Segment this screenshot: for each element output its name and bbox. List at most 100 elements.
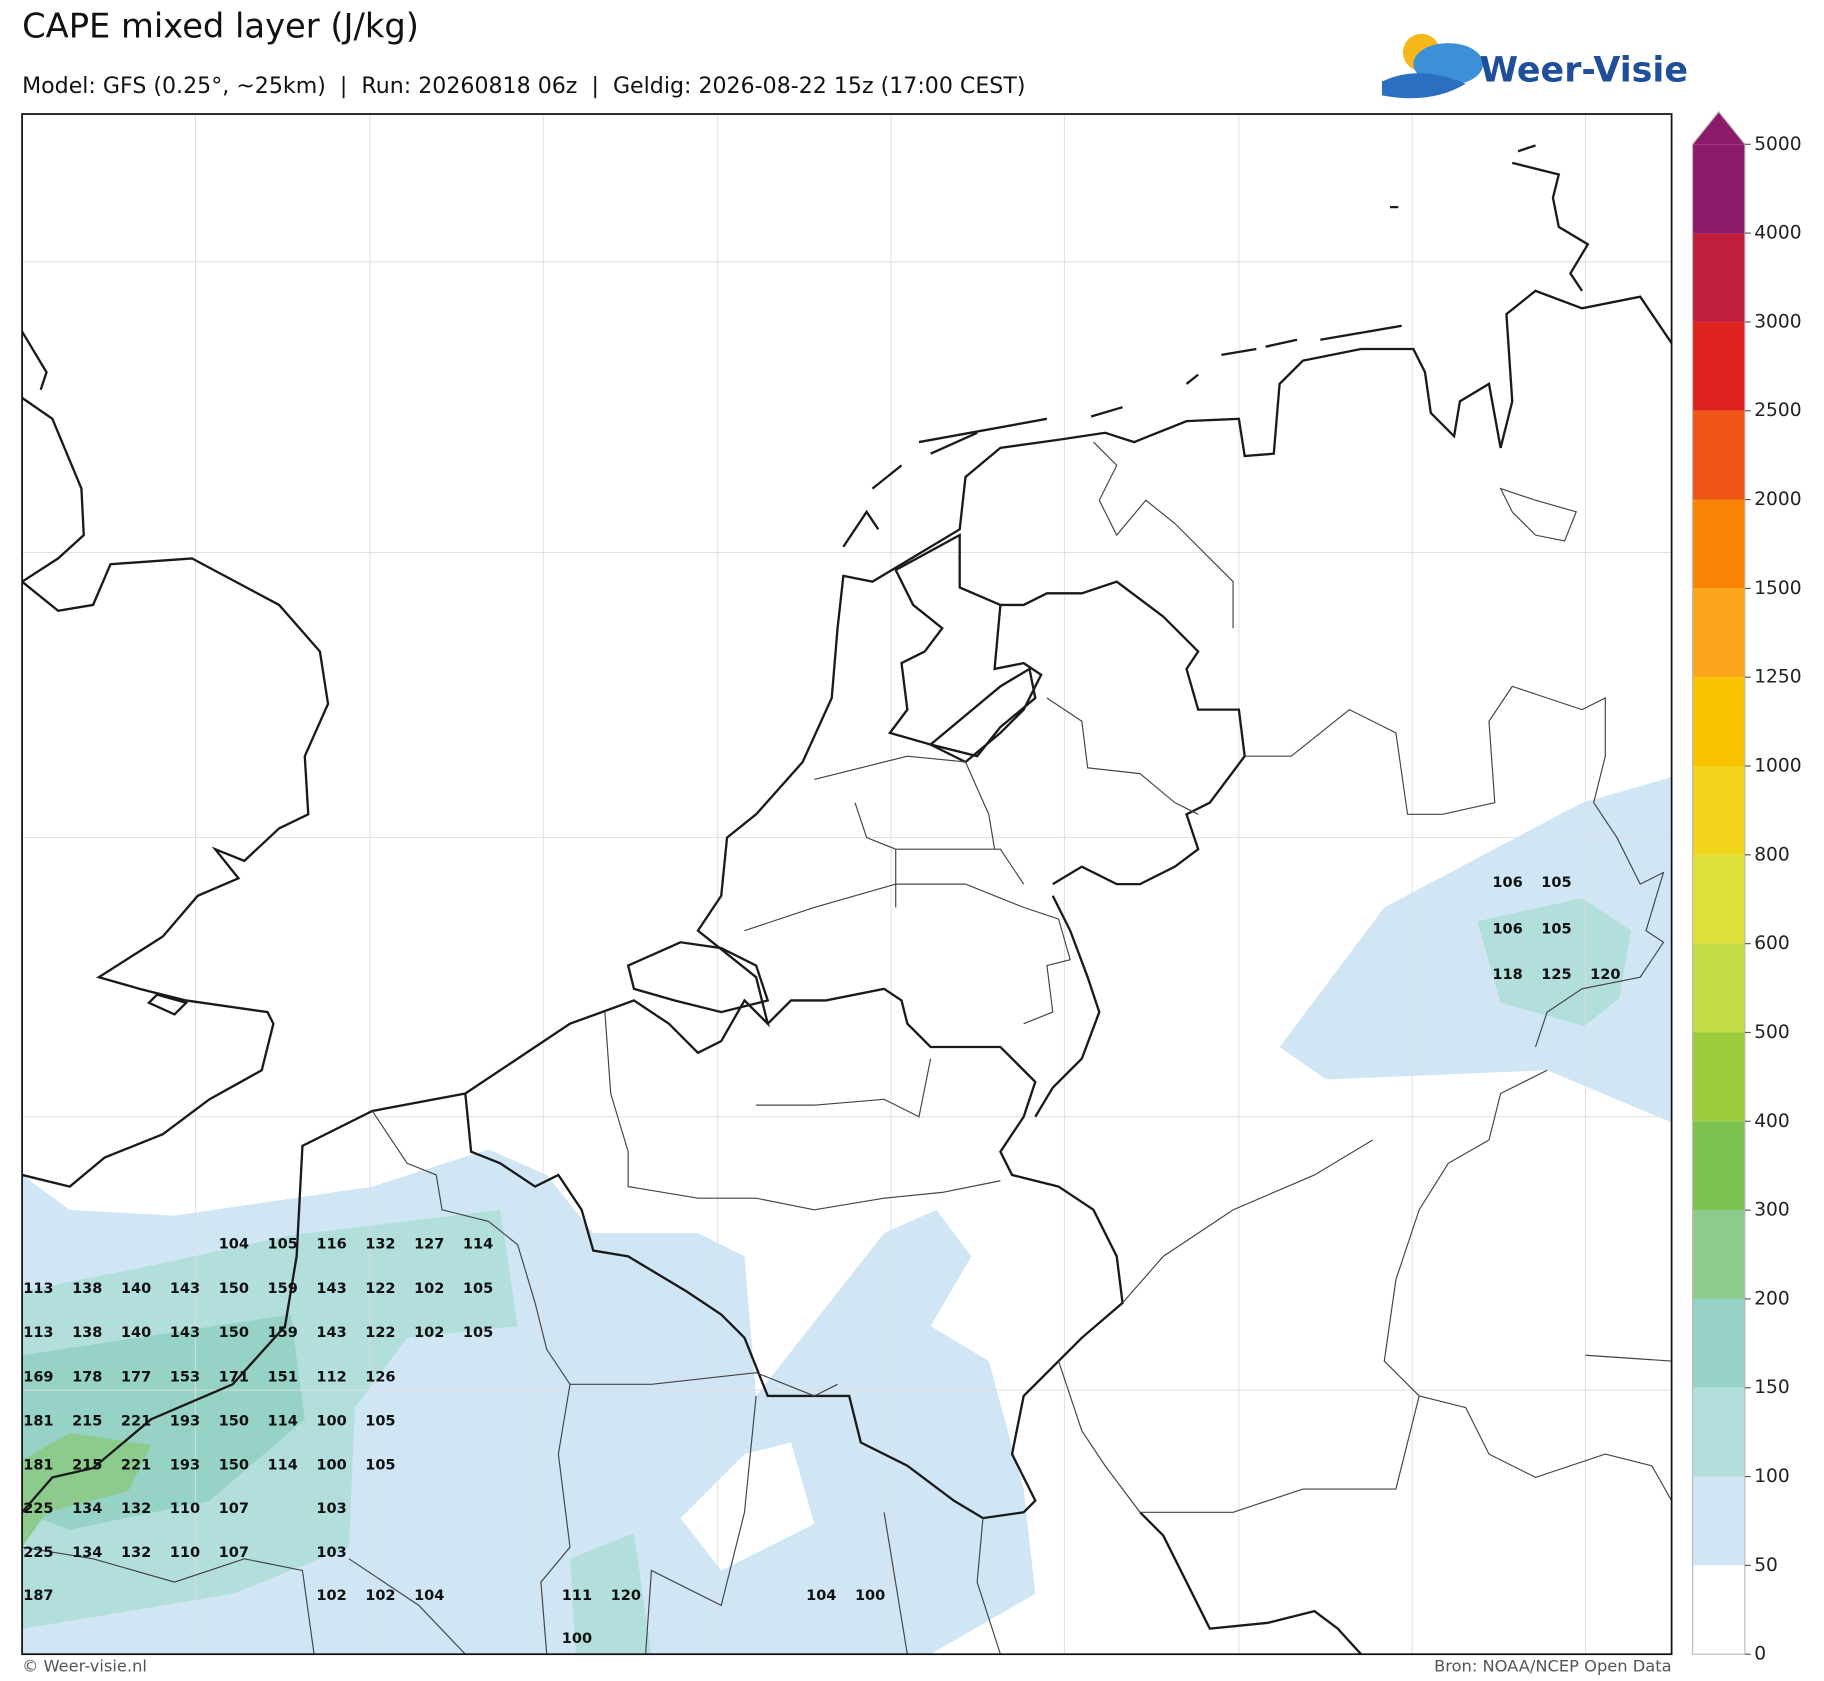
value-label: 104 [219, 1237, 249, 1253]
colorbar-tick-label: 600 [1754, 933, 1790, 954]
colorbar-segment [1692, 1032, 1745, 1122]
value-label: 122 [365, 1325, 395, 1341]
colorbar-tick-label: 1500 [1754, 578, 1801, 599]
value-label: 106 [1492, 921, 1522, 937]
value-label: 221 [121, 1458, 151, 1474]
value-label: 138 [72, 1325, 102, 1341]
colorbar-segment [1692, 144, 1745, 234]
value-label: 110 [170, 1545, 200, 1561]
value-label: 104 [806, 1588, 836, 1604]
value-label: 134 [72, 1501, 102, 1517]
colorbar-tick-label: 400 [1754, 1111, 1790, 1132]
colorbar-segment [1692, 499, 1745, 589]
value-label: 127 [414, 1237, 444, 1253]
value-label: 215 [72, 1414, 102, 1430]
value-label: 102 [414, 1325, 444, 1341]
subtitle: Model: GFS (0.25°, ~25km) | Run: 2026081… [22, 73, 1025, 99]
colorbar-extend [1692, 111, 1745, 145]
value-label: 134 [72, 1545, 102, 1561]
value-label: 105 [463, 1325, 493, 1341]
colorbar-tick-label: 0 [1754, 1644, 1766, 1665]
colorbar-segment [1692, 1387, 1745, 1477]
value-label: 113 [23, 1281, 53, 1297]
value-label: 112 [316, 1369, 346, 1385]
value-label: 193 [170, 1458, 200, 1474]
value-label: 122 [365, 1281, 395, 1297]
value-label: 113 [23, 1325, 53, 1341]
colorbar-segment [1692, 854, 1745, 944]
value-label: 110 [170, 1501, 200, 1517]
value-label: 120 [1590, 967, 1620, 983]
graticule [22, 114, 1672, 1655]
colorbar-segment [1692, 677, 1745, 767]
value-label: 221 [121, 1414, 151, 1430]
value-label: 100 [855, 1588, 885, 1604]
value-label: 103 [316, 1501, 346, 1517]
value-label: 114 [268, 1458, 298, 1474]
value-label: 116 [316, 1237, 346, 1253]
value-label: 107 [219, 1545, 249, 1561]
colorbar-tick-label: 2000 [1754, 489, 1801, 510]
colorbar-tick-label: 150 [1754, 1377, 1790, 1398]
value-label: 100 [316, 1414, 346, 1430]
value-label: 105 [1541, 875, 1571, 891]
value-label: 114 [268, 1414, 298, 1430]
value-label: 150 [219, 1281, 249, 1297]
value-labels: 104 105 116 132 127 114 113 138 140 143 150 159 143 1… [23, 875, 1620, 1647]
value-label: 106 [1492, 875, 1522, 891]
colorbar-segment [1692, 1298, 1745, 1388]
colorbar: 0 50 100 150 200 300 400 500 600 800 1000 1250 1500 2… [1691, 110, 1802, 1665]
value-label: 225 [23, 1545, 53, 1561]
value-label: 177 [121, 1369, 151, 1385]
colorbar-tick-label: 300 [1754, 1200, 1790, 1221]
value-label: 100 [562, 1631, 592, 1647]
value-label: 102 [316, 1588, 346, 1604]
value-label: 181 [23, 1414, 53, 1430]
colorbar-segment [1692, 1210, 1745, 1299]
value-label: 118 [1492, 967, 1522, 983]
colorbar-tick-label: 4000 [1754, 223, 1801, 244]
colorbar-tick-label: 3000 [1754, 311, 1801, 332]
value-label: 114 [463, 1237, 493, 1253]
borders [22, 441, 1673, 1655]
value-label: 102 [365, 1588, 395, 1604]
colorbar-tick-label: 800 [1754, 844, 1790, 865]
value-label: 111 [562, 1588, 592, 1604]
value-label: 151 [268, 1369, 298, 1385]
colorbar-tick-label: 1000 [1754, 756, 1801, 777]
colorbar-segment [1692, 588, 1745, 678]
colorbar-tick-label: 2500 [1754, 400, 1801, 421]
footer-right: Bron: NOAA/NCEP Open Data [1434, 1657, 1672, 1676]
colorbar-segment [1692, 943, 1745, 1033]
value-label: 187 [23, 1588, 53, 1604]
value-label: 143 [316, 1281, 346, 1297]
colorbar-tick-label: 5000 [1754, 134, 1801, 155]
value-label: 138 [72, 1281, 102, 1297]
colorbar-segment [1692, 1121, 1745, 1211]
value-label: 105 [268, 1237, 298, 1253]
map: 104 105 116 132 127 114 113 138 140 143 150 159 143 1… [21, 113, 1673, 1656]
value-label: 140 [121, 1325, 151, 1341]
value-label: 225 [23, 1501, 53, 1517]
value-label: 178 [72, 1369, 102, 1385]
value-label: 107 [219, 1501, 249, 1517]
value-label: 143 [316, 1325, 346, 1341]
value-label: 132 [121, 1545, 151, 1561]
value-label: 103 [316, 1545, 346, 1561]
value-label: 105 [463, 1281, 493, 1297]
value-label: 143 [170, 1281, 200, 1297]
value-label: 105 [365, 1458, 395, 1474]
title: CAPE mixed layer (J/kg) [22, 6, 419, 45]
value-label: 132 [121, 1501, 151, 1517]
value-label: 104 [414, 1588, 444, 1604]
colorbar-tick-label: 50 [1754, 1555, 1778, 1576]
value-label: 100 [316, 1458, 346, 1474]
colorbar-segment [1692, 321, 1745, 411]
value-label: 125 [1541, 967, 1571, 983]
value-label: 120 [611, 1588, 641, 1604]
value-label: 143 [170, 1325, 200, 1341]
colorbar-segment [1692, 410, 1745, 500]
logo-text: Weer-Visie [1480, 50, 1688, 90]
value-label: 105 [1541, 921, 1571, 937]
